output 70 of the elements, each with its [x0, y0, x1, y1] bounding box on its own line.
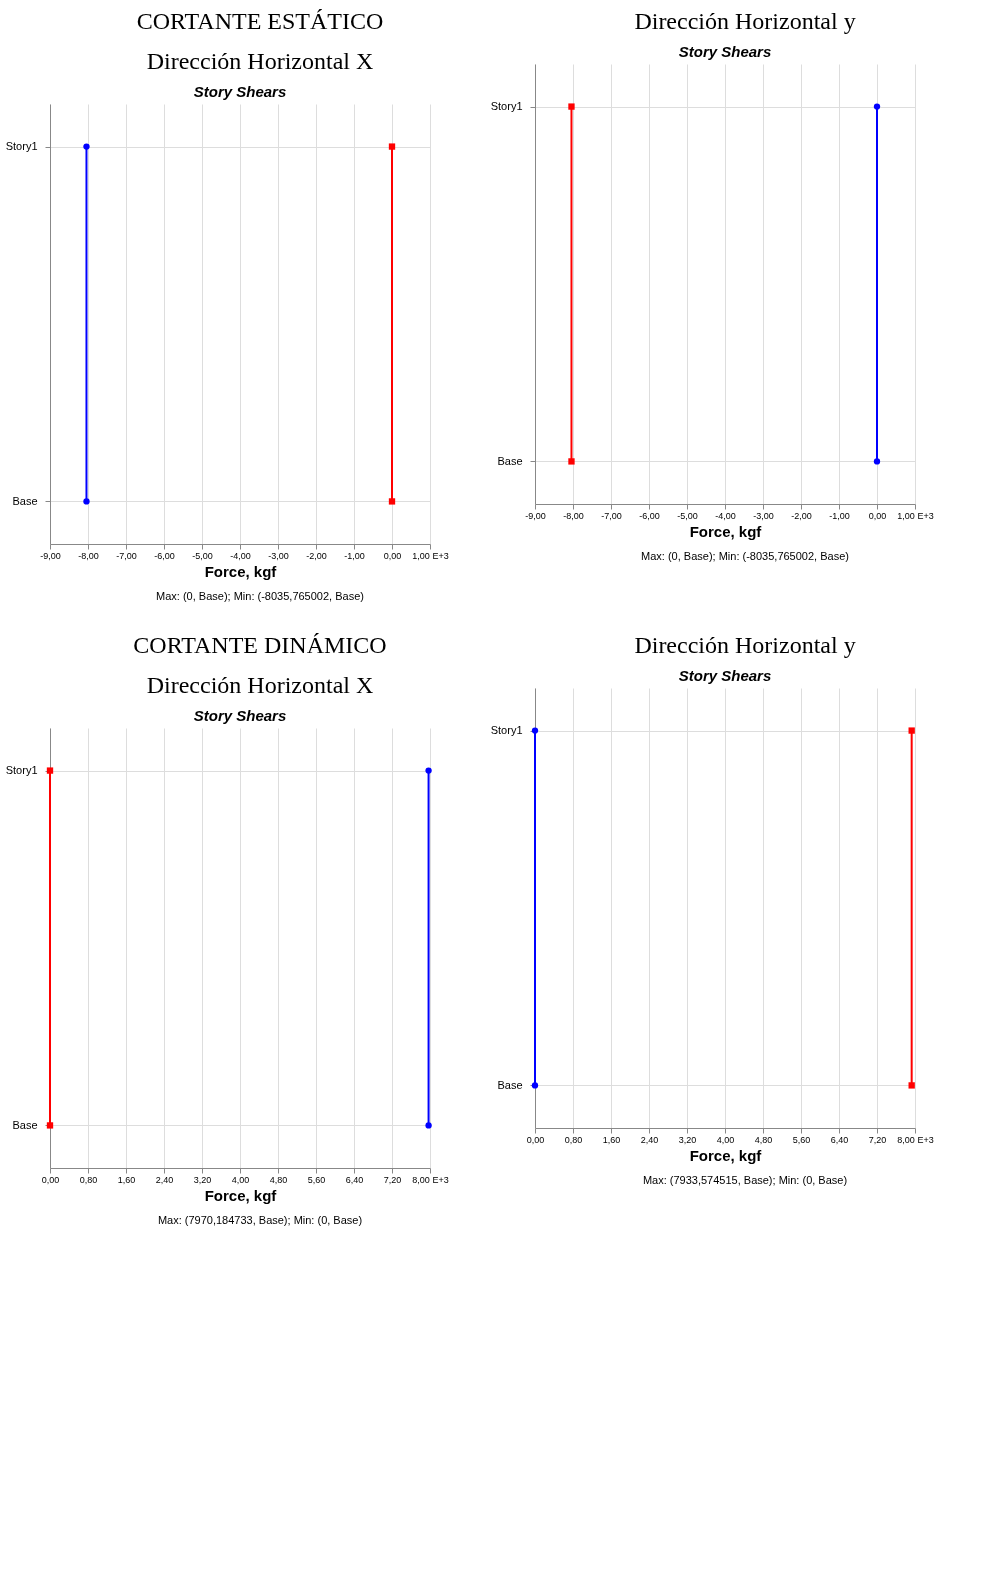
x-tick-label: 8,00 E+3 — [412, 1174, 449, 1185]
x-tick-label: -5,00 — [192, 550, 213, 561]
x-tick-label: -8,00 — [78, 550, 99, 561]
x-tick-label: 5,60 — [307, 1174, 326, 1185]
x-tick-label: -9,00 — [40, 550, 61, 561]
x-tick-label: 1,60 — [117, 1174, 136, 1185]
x-axis-title: Force, kgf — [204, 562, 278, 580]
text: Dirección Horizontal X — [146, 48, 374, 74]
text: Max: (7970,184733, Base); Min: (0, Base) — [157, 1214, 363, 1226]
text: Dirección Horizontal X — [146, 672, 374, 698]
y-tick-label: Story1 — [490, 100, 523, 113]
x-tick-label: 3,20 — [193, 1174, 212, 1185]
x-tick-label: 0,00 — [41, 1174, 60, 1185]
x-tick-label: 6,40 — [830, 1134, 849, 1145]
text: CORTANTE ESTÁTICO — [136, 8, 384, 34]
x-tick-label: 0,80 — [79, 1174, 98, 1185]
x-tick-label: 5,60 — [792, 1134, 811, 1145]
x-tick-label: 1,60 — [602, 1134, 621, 1145]
y-tick-label: Story1 — [5, 764, 38, 777]
chart-title: Story Shears — [193, 83, 287, 100]
x-axis-title: Force, kgf — [689, 1146, 763, 1164]
x-tick-label: 1,00 E+3 — [897, 510, 934, 521]
x-tick-label: 4,00 — [716, 1134, 735, 1145]
x-tick-label: 4,80 — [754, 1134, 773, 1145]
x-tick-label: -7,00 — [116, 550, 137, 561]
x-tick-label: -1,00 — [829, 510, 850, 521]
x-tick-label: -3,00 — [268, 550, 289, 561]
x-tick-label: -4,00 — [715, 510, 736, 521]
text: Max: (7933,574515, Base); Min: (0, Base) — [642, 1174, 848, 1186]
text: Dirección Horizontal y — [634, 632, 856, 658]
chart-title: Story Shears — [678, 667, 772, 684]
x-axis-title: Force, kgf — [204, 1186, 278, 1204]
x-tick-label: 0,00 — [868, 510, 887, 521]
y-tick-label: Base — [497, 454, 523, 467]
x-tick-label: 4,00 — [231, 1174, 250, 1185]
x-tick-label: 4,80 — [269, 1174, 288, 1185]
y-tick-label: Story1 — [5, 140, 38, 153]
text: Dirección Horizontal y — [634, 8, 856, 34]
y-tick-label: Base — [497, 1078, 523, 1091]
text: CORTANTE DINÁMICO — [133, 632, 387, 658]
x-tick-label: -6,00 — [154, 550, 175, 561]
x-tick-label: 2,40 — [155, 1174, 174, 1185]
text: Max: (0, Base); Min: (-8035,765002, Base) — [641, 550, 849, 562]
x-tick-label: -1,00 — [344, 550, 365, 561]
x-tick-label: 7,20 — [868, 1134, 887, 1145]
x-axis-title: Force, kgf — [689, 522, 763, 540]
x-tick-label: 1,00 E+3 — [412, 550, 449, 561]
x-tick-label: 0,00 — [526, 1134, 545, 1145]
x-tick-label: -5,00 — [677, 510, 698, 521]
x-tick-label: -3,00 — [753, 510, 774, 521]
x-tick-label: 3,20 — [678, 1134, 697, 1145]
x-tick-label: 0,80 — [564, 1134, 583, 1145]
x-tick-label: 0,00 — [383, 550, 402, 561]
x-tick-label: 7,20 — [383, 1174, 402, 1185]
x-tick-label: -2,00 — [791, 510, 812, 521]
x-tick-label: -8,00 — [563, 510, 584, 521]
x-tick-label: 6,40 — [345, 1174, 364, 1185]
x-tick-label: 2,40 — [640, 1134, 659, 1145]
x-tick-label: -6,00 — [639, 510, 660, 521]
y-tick-label: Story1 — [490, 724, 523, 737]
chart-title: Story Shears — [678, 43, 772, 60]
x-tick-label: -9,00 — [525, 510, 546, 521]
x-tick-label: -2,00 — [306, 550, 327, 561]
chart-title: Story Shears — [193, 707, 287, 724]
x-tick-label: -4,00 — [230, 550, 251, 561]
y-tick-label: Base — [12, 494, 38, 507]
x-tick-label: -7,00 — [601, 510, 622, 521]
y-tick-label: Base — [12, 1118, 38, 1131]
text: Max: (0, Base); Min: (-8035,765002, Base) — [156, 590, 364, 602]
x-tick-label: 8,00 E+3 — [897, 1134, 934, 1145]
